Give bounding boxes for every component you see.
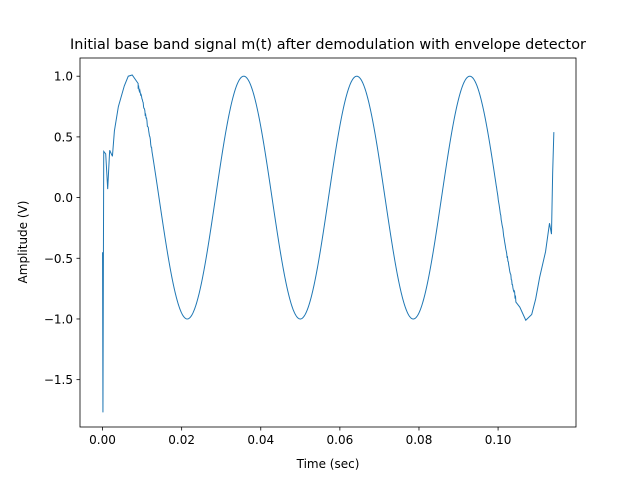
series-line: [102, 74, 555, 413]
plot-area: [102, 74, 555, 413]
x-tick-label: 0.02: [168, 433, 195, 447]
y-tick-label: 1.0: [54, 70, 73, 84]
y-tick-label: 0.0: [54, 191, 73, 205]
y-tick-label: 0.5: [54, 130, 73, 144]
x-tick-label: 0.08: [406, 433, 433, 447]
y-axis-label: Amplitude (V): [16, 201, 30, 284]
y-tick-label: −0.5: [44, 252, 73, 266]
x-tick-label: 0.00: [89, 433, 116, 447]
x-tick-label: 0.06: [327, 433, 354, 447]
x-tick-label: 0.10: [485, 433, 512, 447]
y-tick-label: −1.0: [44, 312, 73, 326]
chart-title: Initial base band signal m(t) after demo…: [70, 37, 586, 53]
x-axis: 0.00 0.02 0.04 0.06 0.08 0.10: [89, 427, 511, 447]
y-tick-label: −1.5: [44, 373, 73, 387]
y-axis: −1.5 −1.0 −0.5 0.0 0.5 1.0: [44, 70, 80, 387]
x-axis-label: Time (sec): [296, 457, 360, 471]
x-tick-label: 0.04: [247, 433, 274, 447]
axes-frame: [79, 57, 577, 428]
